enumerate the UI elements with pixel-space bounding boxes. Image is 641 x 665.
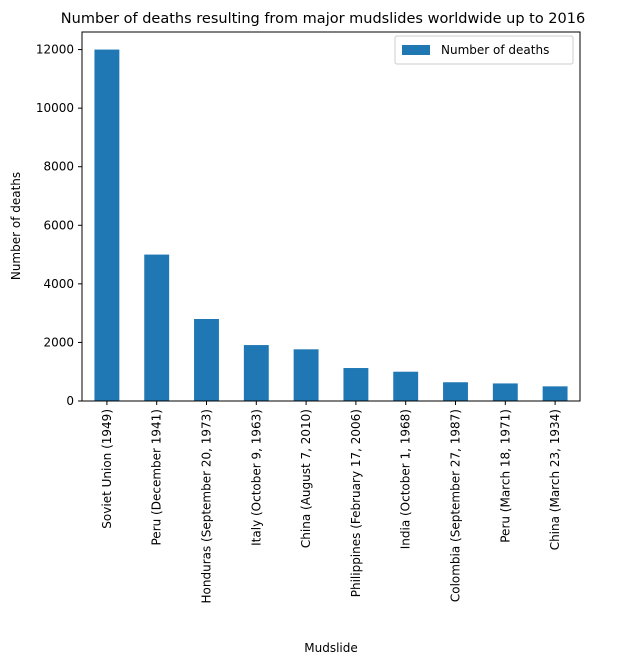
- bar: [194, 319, 219, 401]
- x-axis: Soviet Union (1949) Peru (December 1941) H…: [100, 401, 562, 604]
- x-tick-label: Soviet Union (1949): [100, 409, 114, 529]
- legend-frame: [394, 35, 574, 65]
- bar: [343, 368, 369, 401]
- bar: [492, 383, 518, 401]
- x-tick-label: Italy (October 9, 1963): [249, 409, 263, 546]
- y-tick-label: 0: [66, 394, 74, 408]
- y-tick-label: 4000: [43, 277, 74, 291]
- x-tick-label: China (August 7, 2010): [299, 409, 313, 548]
- bar: [443, 382, 468, 401]
- legend: Number of deaths: [394, 35, 574, 65]
- bar: [243, 345, 269, 401]
- x-tick-label: Honduras (September 20, 1973): [200, 409, 214, 604]
- y-tick-label: 6000: [43, 218, 74, 232]
- x-tick-label: Colombia (September 27, 1987): [449, 409, 463, 602]
- bar: [94, 49, 120, 401]
- bar: [393, 371, 419, 401]
- x-tick-label: China (March 23, 1934): [548, 409, 562, 550]
- plot-frame: [81, 31, 581, 402]
- x-tick-label: Peru (December 1941): [150, 409, 164, 546]
- legend-label: Number of deaths: [441, 43, 549, 57]
- bar: [293, 349, 319, 401]
- bar: [542, 386, 568, 401]
- y-tick-label: 2000: [43, 335, 74, 349]
- y-tick-label: 10000: [36, 101, 74, 115]
- y-axis: 0 2000 4000 6000 8000 10000 12000: [36, 43, 82, 408]
- y-tick-label: 12000: [36, 43, 74, 57]
- y-tick-label: 8000: [43, 160, 74, 174]
- x-tick-label: Peru (March 18, 1971): [498, 409, 512, 543]
- x-tick-label: Philippines (February 17, 2006): [349, 409, 363, 597]
- plot-area: [94, 49, 568, 401]
- legend-swatch: [402, 45, 430, 55]
- x-tick-label: India (October 1, 1968): [399, 409, 413, 549]
- bar: [144, 254, 170, 401]
- y-axis-label: Number of deaths: [9, 172, 23, 280]
- chart-title: Number of deaths resulting from major mu…: [61, 11, 585, 27]
- x-axis-label: Mudslide: [304, 641, 358, 655]
